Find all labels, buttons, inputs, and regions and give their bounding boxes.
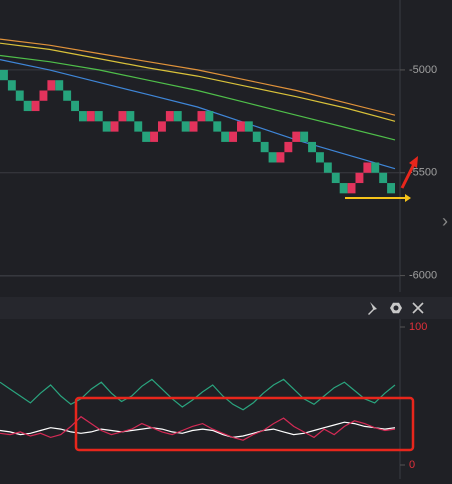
renko-brick [363, 162, 372, 173]
renko-brick [7, 80, 16, 91]
renko-brick [355, 172, 364, 184]
renko-brick [379, 172, 388, 184]
renko-brick [213, 121, 222, 132]
renko-brick [55, 80, 64, 91]
arrow-head [409, 156, 418, 168]
y-tick-label: 0 [409, 459, 415, 471]
renko-brick [205, 111, 214, 122]
line [0, 42, 396, 122]
renko-brick [339, 183, 348, 194]
renko-brick [181, 121, 190, 132]
renko-brick [371, 162, 380, 173]
line [0, 54, 396, 141]
renko-brick [268, 152, 277, 163]
renko-brick [221, 131, 230, 142]
renko-brick [323, 162, 332, 173]
renko-brick [308, 141, 316, 153]
renko-brick [15, 90, 24, 101]
renko-brick [347, 183, 356, 194]
renko-brick [39, 90, 48, 101]
renko-brick [173, 111, 182, 122]
y-tick-label: -5500 [409, 167, 437, 179]
renko-brick [189, 121, 198, 132]
renko-brick [0, 69, 8, 81]
renko-brick [23, 100, 32, 112]
renko-brick [47, 80, 56, 91]
renko-brick [110, 121, 119, 132]
settings-button[interactable] [390, 302, 402, 314]
highlight-box [74, 396, 415, 452]
line [0, 59, 396, 170]
line [0, 38, 396, 116]
close-button[interactable] [412, 302, 424, 314]
renko-brick [102, 121, 111, 132]
renko-brick [284, 141, 293, 153]
renko-brick [229, 131, 237, 142]
renko-brick [71, 100, 79, 112]
renko-brick [276, 152, 285, 163]
arrow [345, 194, 411, 202]
y-tick-label: -5000 [409, 64, 437, 76]
expand-arrow[interactable]: › [442, 211, 448, 231]
y-tick-label: 100 [409, 321, 427, 333]
renko-brick [197, 111, 206, 122]
renko-brick [150, 131, 158, 142]
renko-brick [31, 100, 40, 112]
renko-brick [165, 111, 174, 122]
renko-brick [316, 152, 324, 163]
toolbar [0, 297, 452, 319]
renko-brick [158, 121, 166, 132]
line [0, 415, 396, 441]
renko-brick [260, 141, 269, 153]
renko-brick [300, 131, 309, 142]
renko-brick [94, 111, 103, 122]
renko-brick [63, 90, 72, 101]
renko-brick [252, 131, 261, 142]
renko-brick [292, 131, 301, 142]
arrow [400, 163, 416, 189]
pin-button[interactable] [368, 302, 377, 315]
y-tick-label: -6000 [409, 270, 437, 282]
renko-brick [126, 111, 135, 122]
renko-brick [387, 183, 395, 194]
renko-brick [237, 121, 245, 132]
renko-brick [134, 121, 143, 132]
line [0, 378, 396, 411]
renko-brick [244, 121, 253, 132]
renko-brick [86, 111, 95, 122]
renko-brick [118, 111, 127, 122]
renko-brick [79, 111, 87, 122]
renko-brick [142, 131, 151, 142]
renko-brick [331, 172, 340, 184]
